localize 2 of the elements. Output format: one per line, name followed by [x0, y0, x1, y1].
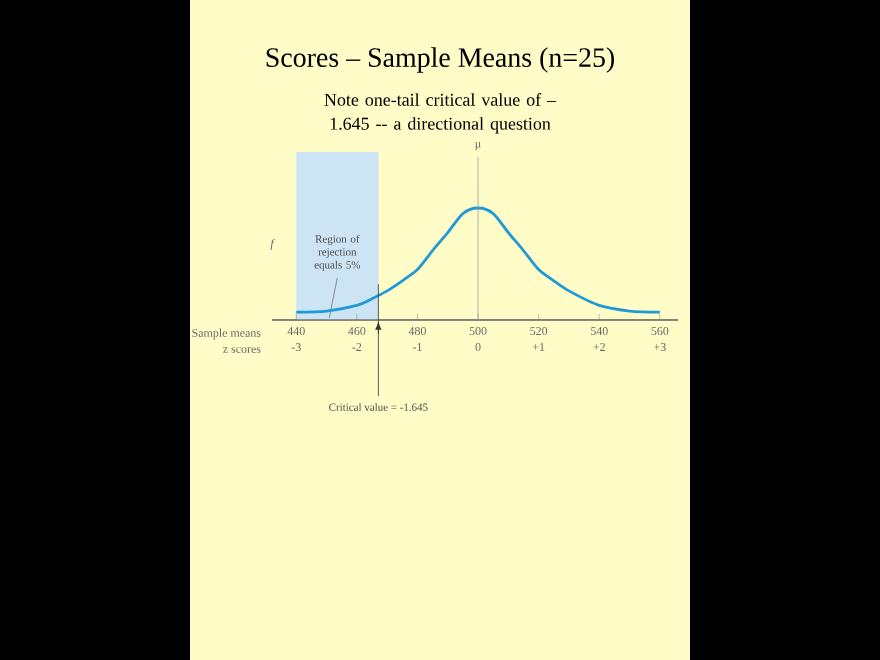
- chart-subtitle: Note one-tail critical value of –1.645 -- a directional question: [324, 93, 557, 134]
- chart-title: Scores – Sample Means (n=25): [266, 47, 614, 73]
